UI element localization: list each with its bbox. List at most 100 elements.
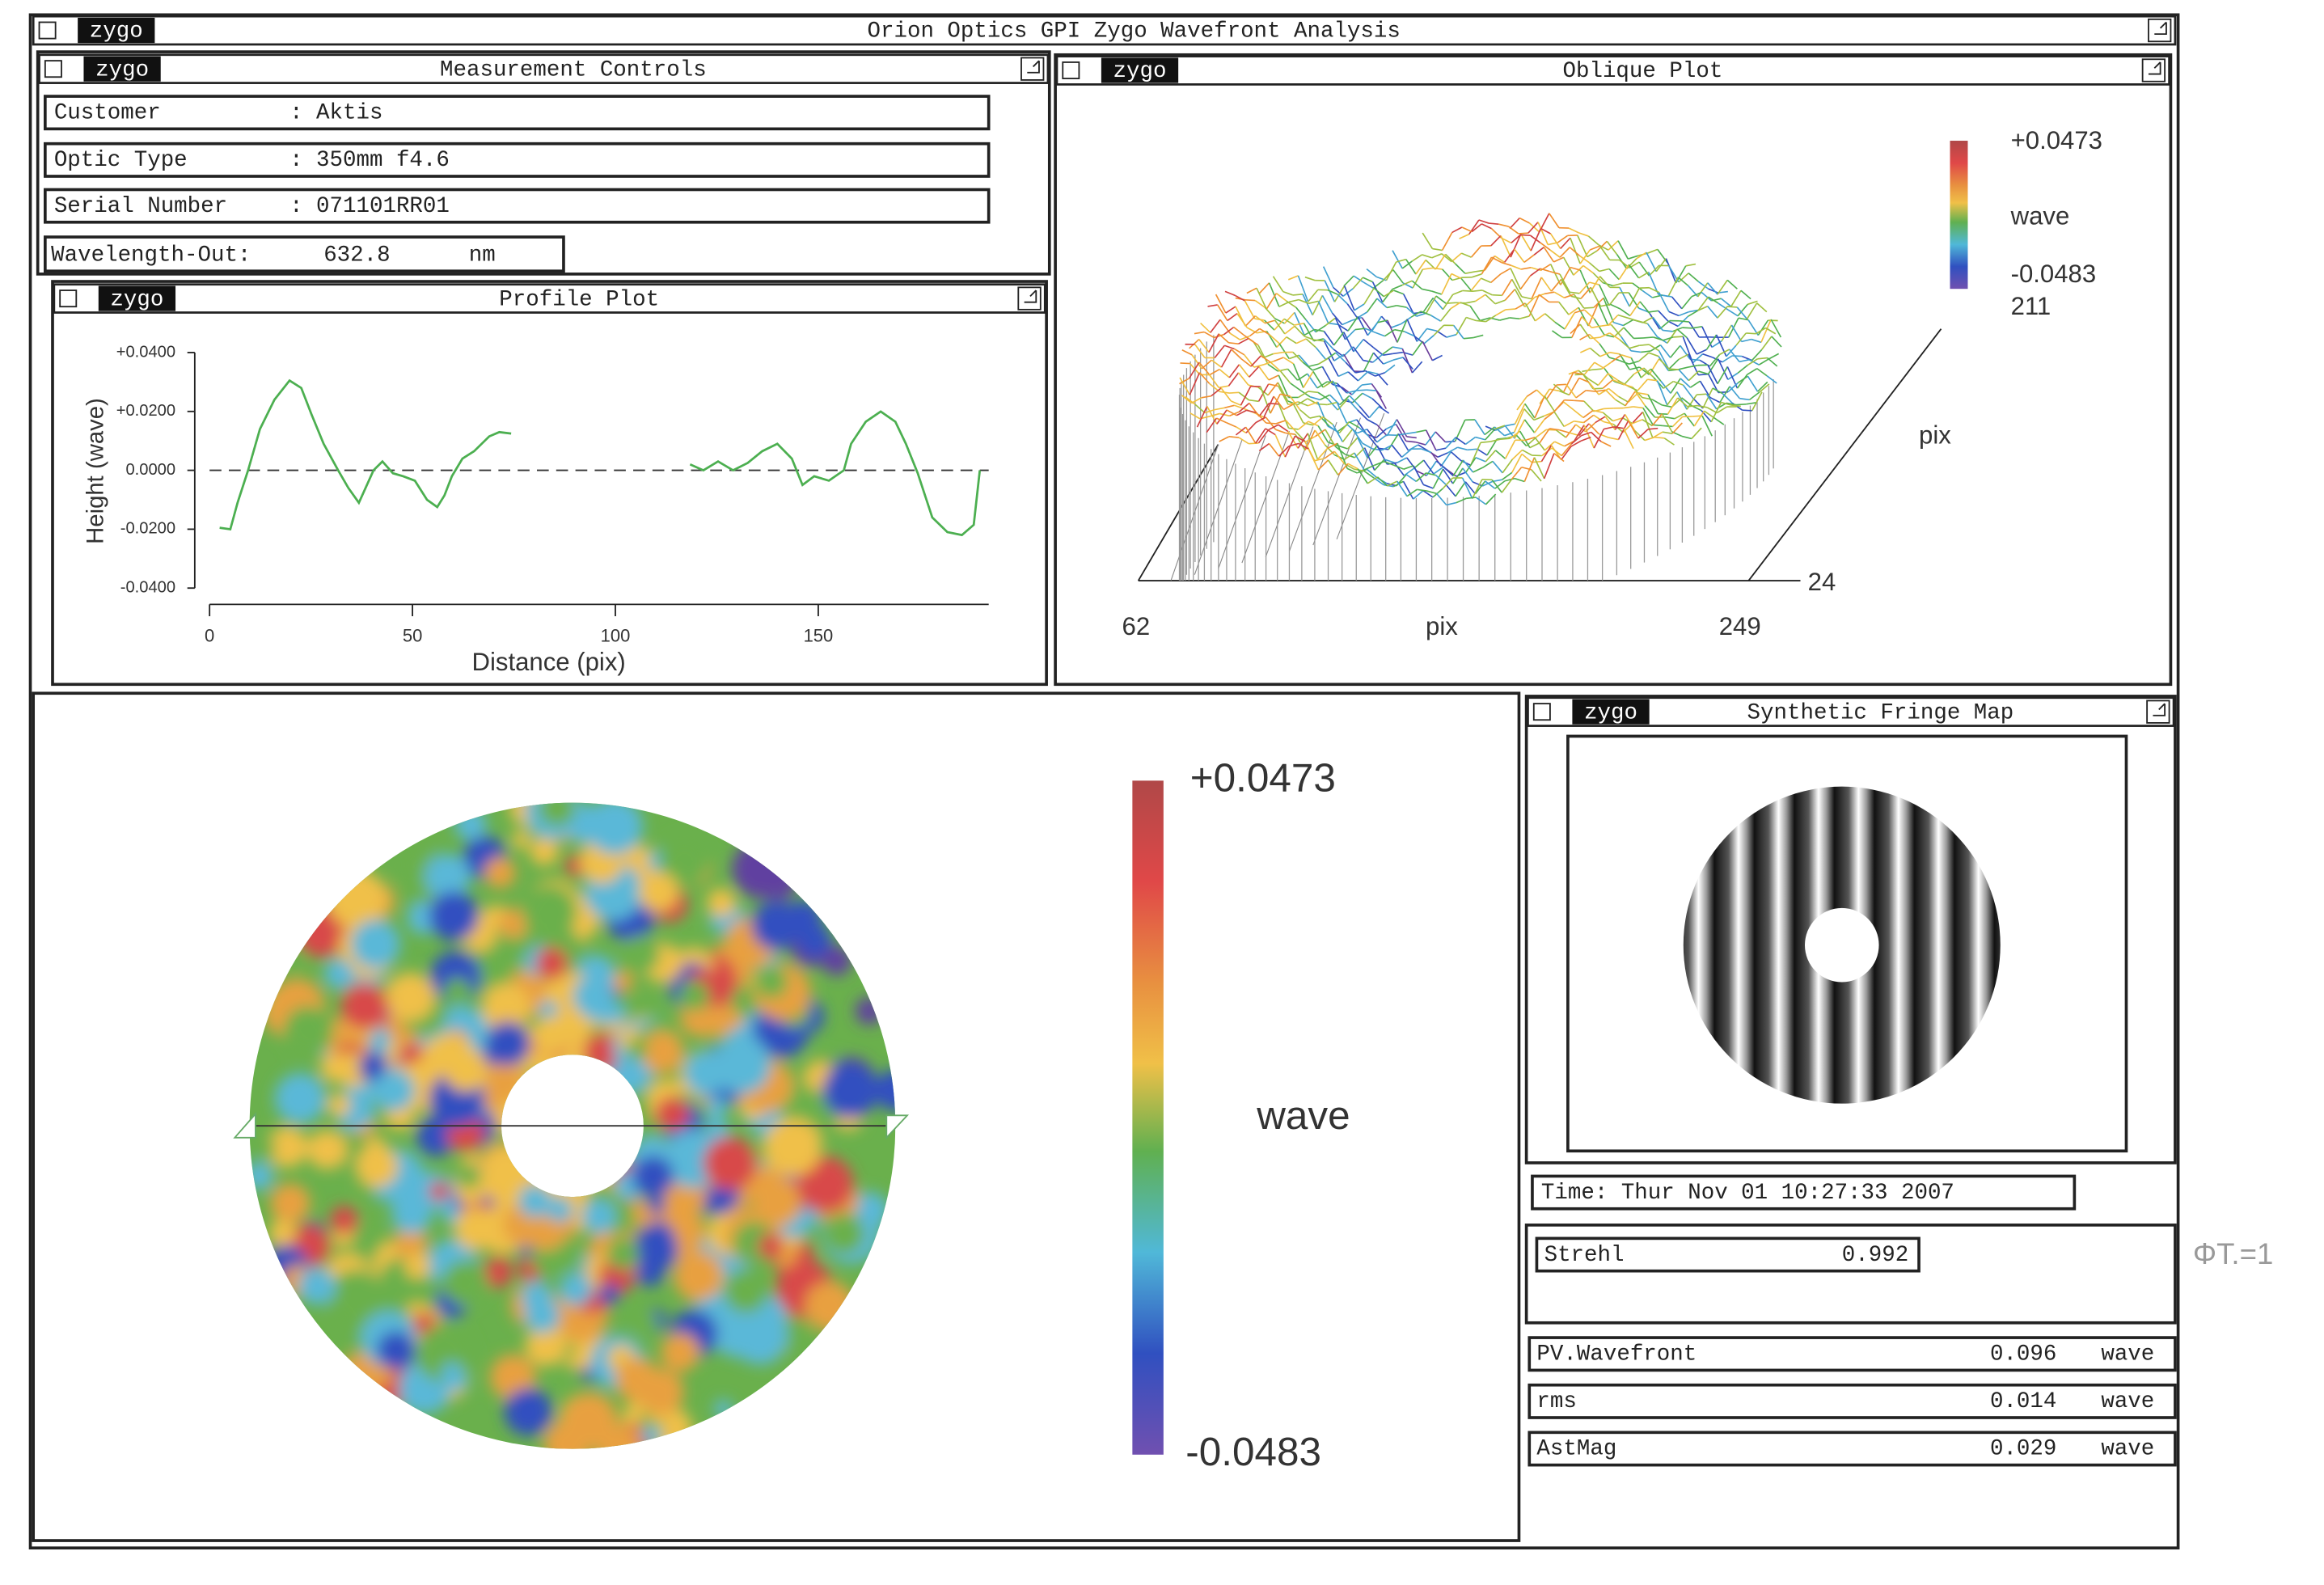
surface-line [1264,306,1276,319]
surface-line [1577,235,1588,257]
surface-line [1623,428,1634,450]
surface-line [1561,446,1572,461]
surface-line [1332,424,1344,442]
surface-line [1203,331,1215,339]
surface-line [1498,223,1509,227]
surface-line [1494,255,1506,264]
surface-blob [758,1233,784,1259]
surface-line [1568,378,1580,395]
surface-line [1533,457,1545,480]
surface-line [1668,311,1680,317]
surface-line [1274,434,1287,458]
surface-line [1321,294,1333,314]
oblique-surface [1137,213,1942,581]
surface-line [1265,319,1275,324]
surface-blob [404,1253,431,1279]
surface-blob [327,1093,351,1117]
surface-line [1490,273,1502,284]
surface-line [1347,316,1358,332]
surface-line [1337,323,1349,332]
surface-line [1446,501,1457,506]
surface-line [1209,412,1220,417]
surface-line [1620,336,1632,352]
surface-line [1583,400,1595,412]
surface-line [1318,357,1329,365]
surface-line [1437,452,1448,459]
surface-line [1249,366,1260,378]
surface-line [1331,312,1343,326]
surface-line [1357,409,1368,421]
surface-line [1366,389,1377,391]
surface-blob [386,972,435,1021]
surface-line [1214,407,1225,411]
surface-line [1264,319,1275,331]
surface-line [1345,361,1356,374]
surface-line [1559,390,1570,396]
logo-box [83,56,161,82]
surface-line [1376,298,1388,309]
surface-line [1234,294,1245,302]
surface-line [1615,399,1626,407]
surface-line [1368,406,1380,419]
surface-line [1466,497,1477,500]
surface-line [1377,319,1388,323]
surface-line [1312,295,1324,316]
surface-line [1595,416,1606,424]
time-box [1531,1174,2077,1211]
surface-line [1228,391,1240,394]
surface-blob [518,1184,551,1218]
surface-line [1590,336,1600,340]
surface-blob [555,1243,581,1270]
surface-line [1375,371,1386,377]
surface-line [1361,317,1372,332]
logo-box [1101,57,1179,83]
surface-line [1435,431,1446,443]
surface-line [1691,291,1702,298]
title-bar [32,15,2177,46]
surface-blob [581,1199,616,1234]
surface-line [1676,328,1688,339]
surface-line [1382,289,1393,303]
surface-line [1608,314,1619,327]
surface-line [1593,297,1604,308]
surface-line [1644,436,1655,442]
surface-line [1531,469,1542,482]
surface-line [1606,240,1618,255]
strehl-value: 0.992 [1842,1243,1908,1268]
surface-line [1484,426,1495,436]
surface-line [1308,401,1318,407]
surface-line [1625,391,1636,407]
surface-line [1265,428,1276,436]
surface-line [1707,282,1718,295]
surface-line [1295,435,1306,442]
surface-line [1739,397,1750,401]
resize-button [1017,286,1042,311]
surface-line [1366,468,1378,479]
surface-line [1396,258,1406,263]
surface-line [1545,384,1557,400]
surface-line [1560,279,1572,297]
surface-line [1727,309,1739,317]
surface-line [1441,273,1452,295]
surface-line [1432,488,1443,498]
surface-line [1211,359,1223,368]
surface-line [1648,310,1658,313]
surface-line [1382,346,1393,355]
surface-line [1646,251,1657,273]
surface-blob [632,1226,678,1273]
field-value: : 071101RR01 [289,194,450,219]
surface-line [1574,420,1584,424]
surface-line [1413,490,1424,500]
surface-line [1757,319,1769,336]
surface-line [1442,294,1454,311]
surface-line [1422,267,1433,270]
surface-line [1278,446,1290,457]
surface-line [1702,387,1713,409]
surface-blob [525,1325,567,1367]
surface-line [1218,333,1229,344]
surface-line [1260,355,1271,363]
scale-unit: wave [1256,1093,1350,1138]
surface-line [1557,235,1569,243]
surface-line [1628,264,1640,279]
